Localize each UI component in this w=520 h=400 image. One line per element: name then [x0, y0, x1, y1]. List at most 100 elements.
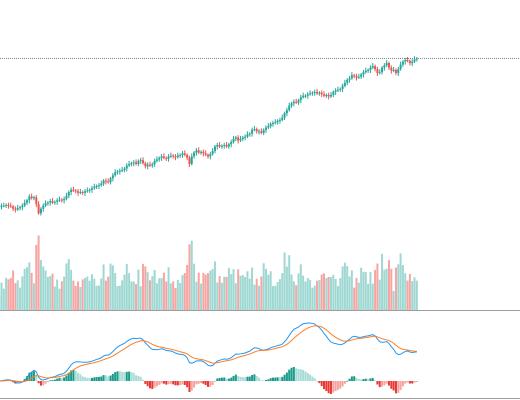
macd-histogram-bar [81, 376, 84, 381]
macd-histogram-bar [97, 376, 100, 381]
volume-bar [200, 283, 203, 310]
macd-histogram-bar [295, 368, 298, 381]
candle-body [190, 156, 193, 164]
candle-body [142, 160, 145, 164]
macd-histogram-bar [74, 370, 77, 381]
volume-bar [26, 267, 29, 310]
macd-histogram-bar [255, 375, 258, 381]
volume-bar [218, 276, 221, 310]
volume-bar [239, 275, 242, 310]
macd-histogram-bar [30, 371, 33, 381]
volume-bar [158, 278, 161, 310]
volume-bar [139, 286, 142, 310]
volume-bar [251, 267, 254, 310]
volume-bar [225, 276, 228, 310]
candle-body [390, 67, 393, 71]
candle-body [253, 129, 256, 131]
volume-bar [63, 276, 66, 310]
candle-body [260, 131, 263, 133]
macd-histogram-bar [135, 375, 138, 381]
volume-bar [408, 274, 411, 310]
volume-bar [111, 265, 114, 310]
macd-histogram-bar [311, 376, 314, 381]
macd-histogram-bar [100, 376, 103, 381]
macd-histogram-bar [165, 381, 168, 385]
macd-histogram-bar [153, 381, 156, 388]
candle-body [86, 190, 89, 192]
volume-bar [65, 263, 68, 310]
macd-histogram-bar [160, 381, 163, 384]
candle-body [413, 59, 416, 62]
candle-body [44, 203, 47, 206]
candle-body [374, 66, 377, 70]
volume-bar [93, 278, 96, 310]
volume-bar [153, 269, 156, 310]
macd-histogram-bar [251, 375, 254, 381]
candle-body [53, 201, 56, 203]
candle-body [325, 94, 328, 96]
macd-histogram-bar [246, 376, 249, 381]
volume-bar [86, 276, 89, 310]
macd-histogram-bar [230, 377, 233, 381]
volume-bar [336, 286, 339, 310]
macd-histogram-bar [378, 381, 381, 388]
volume-bar [81, 279, 84, 310]
candle-body [7, 204, 10, 206]
macd-histogram-bar [383, 381, 386, 386]
volume-bar [313, 285, 316, 310]
macd-histogram-bar [234, 374, 237, 381]
macd-histogram-bar [179, 381, 182, 386]
candle-body [239, 138, 242, 141]
macd-histogram-bar [121, 371, 124, 381]
candle-body [392, 69, 395, 71]
candle-body [341, 85, 344, 89]
macd-histogram-bar [397, 381, 400, 393]
volume-bar [348, 276, 351, 310]
macd-histogram-bar [128, 371, 131, 381]
macd-histogram-bar [329, 381, 332, 394]
macd-histogram-bar [227, 378, 230, 381]
macd-histogram-bar [37, 381, 40, 384]
volume-bar [255, 278, 258, 310]
volume-bar [77, 281, 80, 310]
volume-bar [281, 273, 284, 310]
candle-body [97, 185, 100, 187]
candle-body [174, 156, 177, 158]
candle-body [313, 91, 316, 93]
volume-bar [262, 263, 265, 310]
candle-body [46, 202, 49, 204]
candle-body [35, 197, 38, 205]
volume-bar [274, 285, 277, 310]
candle-body [21, 205, 24, 208]
candle-body [265, 127, 268, 130]
candle-body [81, 192, 84, 194]
candle-body [135, 162, 138, 164]
candle-body [114, 172, 117, 176]
macd-histogram-bar [35, 375, 38, 381]
macd-histogram-bar [58, 377, 61, 381]
candle-body [244, 136, 247, 138]
macd-histogram-bar [369, 378, 372, 381]
candle-body [295, 101, 298, 103]
macd-histogram-bar [320, 381, 323, 387]
volume-bar [248, 278, 251, 310]
macd-histogram-bar [174, 381, 177, 386]
volume-bar [353, 287, 356, 310]
macd-histogram-bar [387, 381, 390, 386]
candle-body [336, 89, 339, 91]
candle-body [56, 200, 59, 202]
volume-bar [104, 280, 107, 310]
macd-histogram-bar [204, 381, 207, 386]
candle-body [93, 186, 96, 189]
macd-histogram-bar [46, 381, 49, 383]
volume-bar [9, 277, 12, 310]
candle-body [297, 100, 300, 103]
candle-body [39, 208, 42, 214]
candle-body [237, 137, 240, 141]
candle-body [394, 69, 397, 73]
macd-histogram-bar [42, 381, 45, 386]
candle-body [339, 88, 342, 90]
volume-bar [95, 285, 98, 310]
candle-body [213, 146, 216, 152]
volume-bar [394, 267, 397, 310]
